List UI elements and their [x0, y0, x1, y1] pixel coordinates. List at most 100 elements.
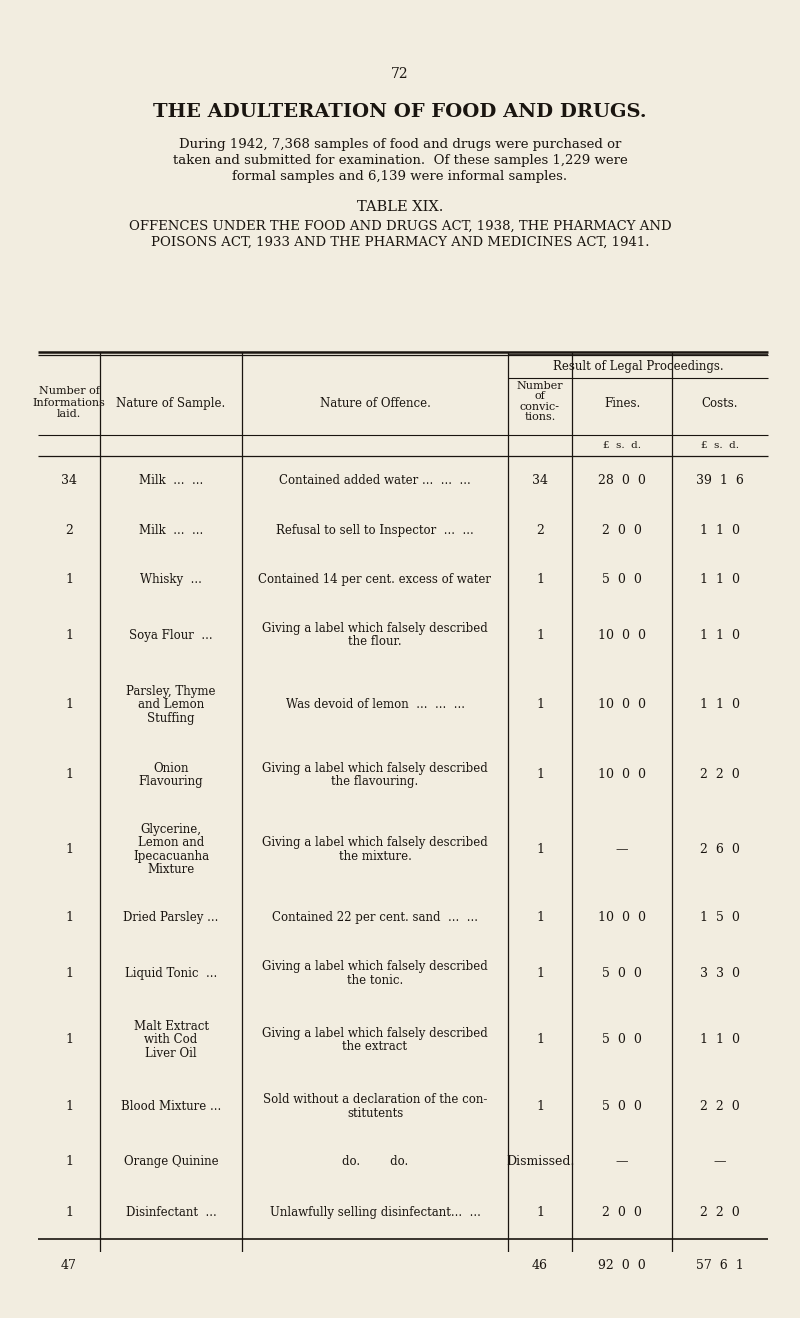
Text: Onion: Onion — [154, 762, 189, 775]
Text: 1  1  0: 1 1 0 — [700, 1033, 740, 1046]
Text: Contained 22 per cent. sand  ...  ...: Contained 22 per cent. sand ... ... — [272, 911, 478, 924]
Text: 2  2  0: 2 2 0 — [700, 1206, 740, 1219]
Text: Was devoid of lemon  ...  ...  ...: Was devoid of lemon ... ... ... — [286, 699, 465, 712]
Text: 47: 47 — [61, 1259, 77, 1272]
Text: 5  0  0: 5 0 0 — [602, 1033, 642, 1046]
Text: 3  3  0: 3 3 0 — [700, 967, 740, 979]
Text: 1: 1 — [65, 911, 73, 924]
Text: Parsley, Thyme: Parsley, Thyme — [126, 685, 216, 699]
Text: 2  0  0: 2 0 0 — [602, 1206, 642, 1219]
Text: 1  1  0: 1 1 0 — [700, 523, 740, 536]
Text: Informations: Informations — [33, 398, 106, 407]
Text: Ipecacuanha: Ipecacuanha — [133, 850, 209, 862]
Text: 10  0  0: 10 0 0 — [598, 768, 646, 782]
Text: THE ADULTERATION OF FOOD AND DRUGS.: THE ADULTERATION OF FOOD AND DRUGS. — [153, 103, 647, 121]
Text: Orange Quinine: Orange Quinine — [124, 1156, 218, 1169]
Text: 72: 72 — [391, 67, 409, 82]
Text: 5  0  0: 5 0 0 — [602, 573, 642, 587]
Text: 1: 1 — [536, 844, 544, 855]
Text: OFFENCES UNDER THE FOOD AND DRUGS ACT, 1938, THE PHARMACY AND: OFFENCES UNDER THE FOOD AND DRUGS ACT, 1… — [129, 220, 671, 232]
Text: 46: 46 — [532, 1259, 548, 1272]
Text: 1: 1 — [65, 1033, 73, 1046]
Text: 1: 1 — [65, 629, 73, 642]
Text: 10  0  0: 10 0 0 — [598, 911, 646, 924]
Text: and Lemon: and Lemon — [138, 699, 204, 712]
Text: 1: 1 — [536, 911, 544, 924]
Text: 34: 34 — [61, 474, 77, 488]
Text: 1: 1 — [536, 768, 544, 782]
Text: Contained 14 per cent. excess of water: Contained 14 per cent. excess of water — [258, 573, 491, 587]
Text: TABLE XIX.: TABLE XIX. — [357, 200, 443, 214]
Text: Giving a label which falsely described: Giving a label which falsely described — [262, 836, 488, 849]
Text: Costs.: Costs. — [702, 397, 738, 410]
Text: Malt Extract: Malt Extract — [134, 1020, 209, 1033]
Text: Soya Flour  ...: Soya Flour ... — [129, 629, 213, 642]
Text: Liver Oil: Liver Oil — [145, 1046, 197, 1060]
Text: During 1942, 7,368 samples of food and drugs were purchased or: During 1942, 7,368 samples of food and d… — [179, 138, 621, 152]
Text: Milk  ...  ...: Milk ... ... — [139, 523, 203, 536]
Text: Fines.: Fines. — [604, 397, 640, 410]
Text: 1: 1 — [536, 1033, 544, 1046]
Text: Unlawfully selling disinfectant...  ...: Unlawfully selling disinfectant... ... — [270, 1206, 481, 1219]
Text: 1  5  0: 1 5 0 — [700, 911, 740, 924]
Text: Lemon and: Lemon and — [138, 836, 204, 849]
Text: 1: 1 — [65, 1156, 73, 1169]
Text: of: of — [534, 391, 546, 401]
Text: 2: 2 — [65, 523, 73, 536]
Text: 2  2  0: 2 2 0 — [700, 768, 740, 782]
Text: the flavouring.: the flavouring. — [331, 775, 418, 788]
Text: tions.: tions. — [524, 413, 556, 422]
Text: —: — — [714, 1156, 726, 1169]
Text: 2  2  0: 2 2 0 — [700, 1101, 740, 1112]
Text: POISONS ACT, 1933 AND THE PHARMACY AND MEDICINES ACT, 1941.: POISONS ACT, 1933 AND THE PHARMACY AND M… — [150, 236, 650, 249]
Text: 2: 2 — [536, 523, 544, 536]
Text: 1: 1 — [536, 629, 544, 642]
Text: Giving a label which falsely described: Giving a label which falsely described — [262, 762, 488, 775]
Text: Stuffing: Stuffing — [147, 712, 194, 725]
Text: 39  1  6: 39 1 6 — [696, 474, 744, 488]
Text: Blood Mixture ...: Blood Mixture ... — [121, 1101, 221, 1112]
Text: Number of: Number of — [38, 386, 99, 397]
Text: Giving a label which falsely described: Giving a label which falsely described — [262, 622, 488, 635]
Text: laid.: laid. — [57, 409, 81, 419]
Text: Liquid Tonic  ...: Liquid Tonic ... — [125, 967, 217, 979]
Text: 1: 1 — [65, 573, 73, 587]
Text: 1: 1 — [65, 844, 73, 855]
Text: £  s.  d.: £ s. d. — [603, 442, 641, 449]
Text: 1: 1 — [65, 1101, 73, 1112]
Text: stitutents: stitutents — [347, 1107, 403, 1119]
Text: Giving a label which falsely described: Giving a label which falsely described — [262, 961, 488, 973]
Text: 92  0  0: 92 0 0 — [598, 1259, 646, 1272]
Text: with Cod: with Cod — [144, 1033, 198, 1046]
Text: —: — — [616, 1156, 628, 1169]
Text: 1: 1 — [536, 699, 544, 712]
Text: the mixture.: the mixture. — [338, 850, 411, 862]
Text: Flavouring: Flavouring — [138, 775, 203, 788]
Text: Whisky  ...: Whisky ... — [140, 573, 202, 587]
Text: taken and submitted for examination.  Of these samples 1,229 were: taken and submitted for examination. Of … — [173, 154, 627, 167]
Text: Result of Legal Proceedings.: Result of Legal Proceedings. — [553, 360, 723, 373]
Text: Disinfectant  ...: Disinfectant ... — [126, 1206, 216, 1219]
Text: 1  1  0: 1 1 0 — [700, 573, 740, 587]
Text: Milk  ...  ...: Milk ... ... — [139, 474, 203, 488]
Text: do.        do.: do. do. — [342, 1156, 408, 1169]
Text: Dismissed.: Dismissed. — [506, 1156, 574, 1169]
Text: convic-: convic- — [520, 402, 560, 411]
Text: Sold without a declaration of the con-: Sold without a declaration of the con- — [263, 1093, 487, 1106]
Text: Nature of Offence.: Nature of Offence. — [319, 397, 430, 410]
Text: —: — — [616, 844, 628, 855]
Text: Nature of Sample.: Nature of Sample. — [116, 397, 226, 410]
Text: 5  0  0: 5 0 0 — [602, 1101, 642, 1112]
Text: £  s.  d.: £ s. d. — [701, 442, 739, 449]
Text: 2  0  0: 2 0 0 — [602, 523, 642, 536]
Text: 28  0  0: 28 0 0 — [598, 474, 646, 488]
Text: Giving a label which falsely described: Giving a label which falsely described — [262, 1027, 488, 1040]
Text: Refusal to sell to Inspector  ...  ...: Refusal to sell to Inspector ... ... — [276, 523, 474, 536]
Text: Mixture: Mixture — [147, 863, 194, 876]
Text: 1: 1 — [536, 1206, 544, 1219]
Text: 1: 1 — [65, 768, 73, 782]
Text: 1: 1 — [536, 573, 544, 587]
Text: Dried Parsley ...: Dried Parsley ... — [123, 911, 218, 924]
Text: 1  1  0: 1 1 0 — [700, 699, 740, 712]
Text: 1: 1 — [65, 967, 73, 979]
